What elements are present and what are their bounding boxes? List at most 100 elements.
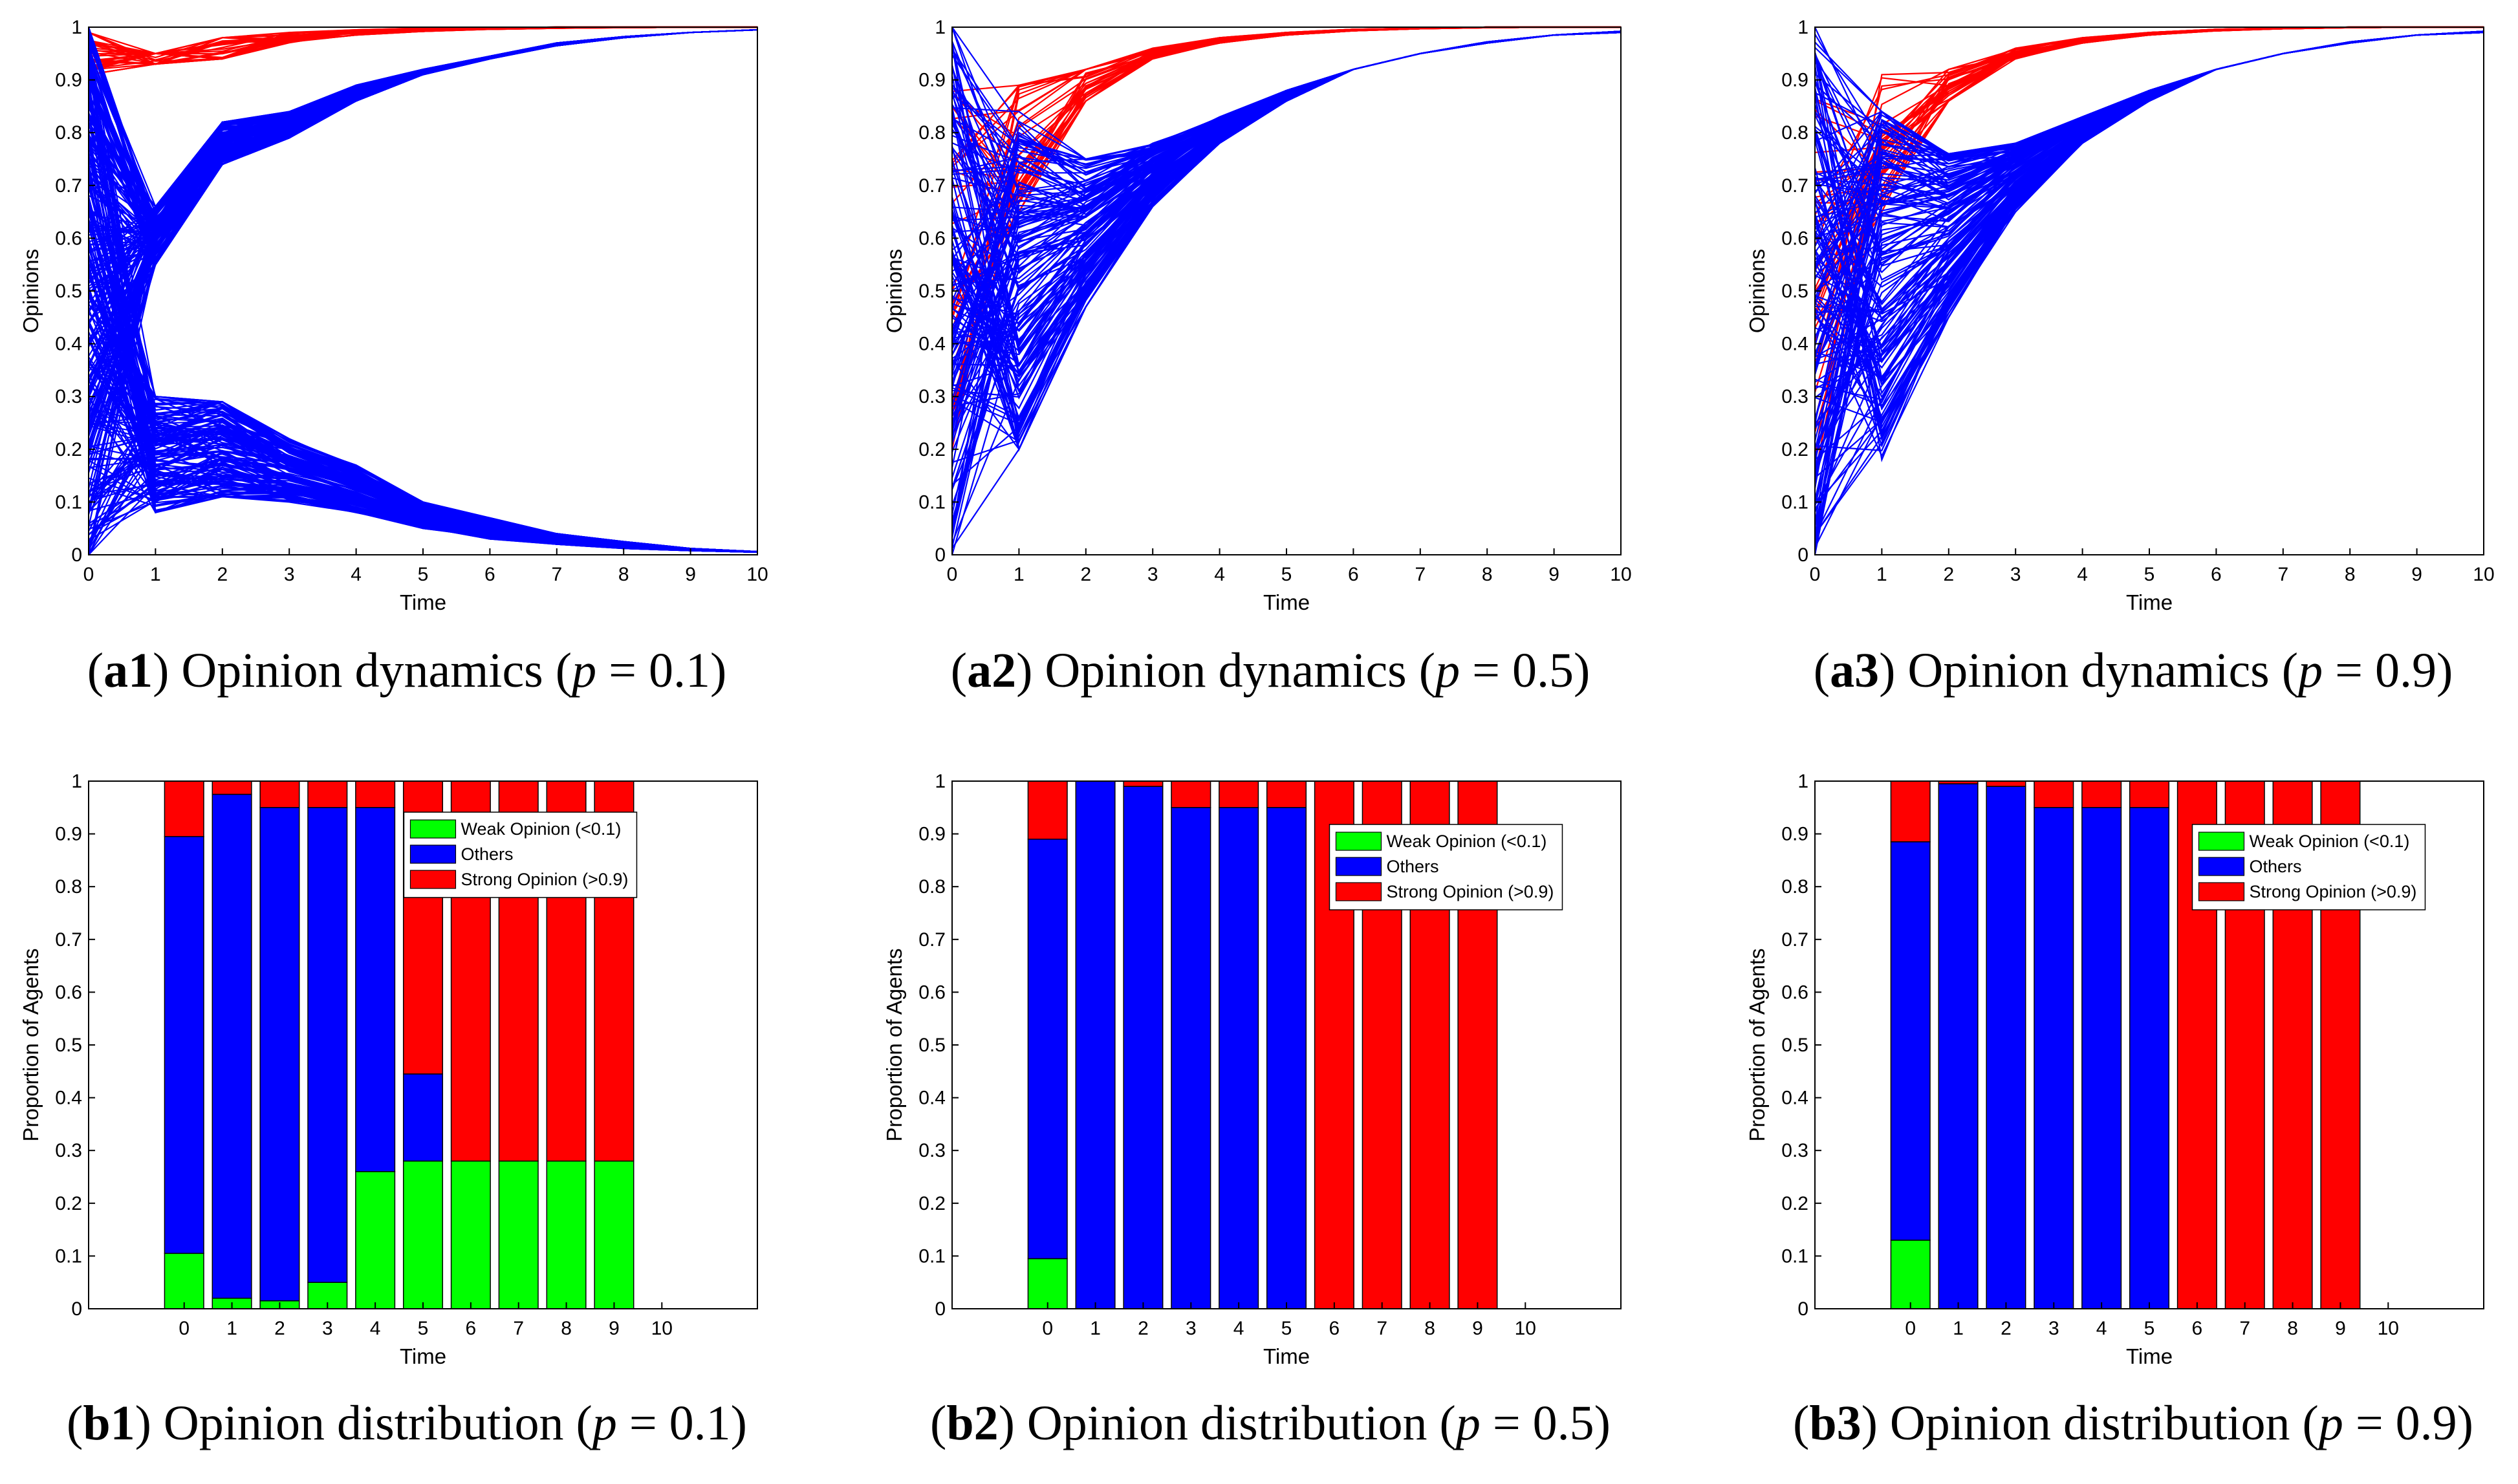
- y-tick-label: 0.9: [55, 70, 82, 91]
- y-tick-label: 0.3: [1781, 1140, 1808, 1161]
- trajectory-line: [87, 29, 758, 444]
- y-tick-label: 0.4: [55, 334, 82, 355]
- bar-segment-strong: [355, 780, 396, 808]
- trajectory-line: [87, 29, 758, 266]
- trajectory-line: [1814, 32, 2484, 506]
- y-tick-label: 0.1: [918, 491, 946, 513]
- trajectory-line: [88, 29, 758, 261]
- y-axis-label: Opinions: [882, 249, 906, 333]
- trajectory-line: [88, 29, 758, 252]
- y-tick-label: 0.9: [55, 824, 82, 845]
- trajectory-line: [87, 178, 758, 553]
- x-tick-label: 0: [1905, 1318, 1916, 1339]
- y-tick-label: 0.7: [55, 929, 82, 951]
- y-tick-label: 0.8: [1781, 122, 1808, 144]
- trajectory-line: [951, 32, 1622, 292]
- legend-label: Weak Opinion (<0.1): [2249, 832, 2409, 851]
- trajectory-line: [88, 29, 758, 251]
- trajectory-line: [87, 29, 758, 421]
- y-axis-label: Proportion of Agents: [1745, 948, 1769, 1141]
- y-tick-label: 0.7: [1781, 929, 1808, 951]
- trajectory-line: [951, 27, 1622, 192]
- x-tick-label: 4: [1214, 564, 1225, 585]
- legend-swatch-weak: [1335, 832, 1382, 851]
- trajectory-line: [951, 32, 1622, 515]
- trajectory-line: [88, 29, 758, 263]
- panel-caption: (b2) Opinion distribution (p = 0.5): [930, 1396, 1611, 1450]
- y-tick-label: 0.5: [1781, 1035, 1808, 1056]
- y-tick-label: 1: [71, 771, 82, 792]
- y-tick-label: 0.4: [55, 1088, 82, 1109]
- bar-chart-b2: 00.10.20.30.40.50.60.70.80.910 1 2 3 4 5 6 7 8 9 1…: [882, 771, 1622, 1368]
- caption-open-paren: (: [951, 643, 967, 698]
- bar-segment-strong: [1027, 780, 1068, 840]
- y-tick-label: 0.4: [1781, 1088, 1808, 1109]
- x-tick-label: 6: [2211, 564, 2222, 585]
- x-tick-label: 8: [2287, 1318, 2298, 1339]
- y-tick-label: 0.3: [1781, 386, 1808, 407]
- x-tick-label: 9: [609, 1318, 620, 1339]
- trajectory-line: [1814, 32, 2484, 303]
- bar-segment-weak: [164, 1253, 204, 1309]
- bar-segment-strong: [1123, 780, 1164, 787]
- caption-open-paren: (: [1793, 1396, 1809, 1450]
- trajectory-line: [951, 32, 1622, 539]
- trajectory-line: [87, 29, 758, 418]
- x-tick-label: 10: [2473, 564, 2494, 585]
- y-tick-label: 0.2: [55, 439, 82, 460]
- legend-label: Strong Opinion (>0.9): [2249, 882, 2416, 901]
- legend-swatch-weak: [2198, 832, 2245, 851]
- bar-segment-strong: [1986, 780, 2026, 787]
- trajectory-line: [88, 29, 758, 253]
- y-axis-label: Opinions: [19, 249, 43, 333]
- bar-segment-weak: [450, 1160, 491, 1309]
- legend: Weak Opinion (<0.1) Others Strong Opinion …: [2191, 824, 2426, 910]
- x-tick-label: 1: [1876, 564, 1887, 585]
- x-tick-label: 2: [1138, 1318, 1149, 1339]
- trajectory-line: [88, 29, 758, 208]
- legend: Weak Opinion (<0.1) Others Strong Opinion …: [1329, 824, 1563, 910]
- bar-segment-others: [1890, 841, 1931, 1241]
- bar-segment-others: [307, 807, 348, 1283]
- x-tick-label: 1: [1014, 564, 1025, 585]
- legend-label: Others: [1386, 857, 1438, 876]
- y-tick-label: 0.7: [918, 175, 946, 197]
- trajectory-line: [951, 30, 1622, 521]
- legend-label: Others: [461, 844, 513, 864]
- x-tick-label: 3: [322, 1318, 333, 1339]
- trajectory-line: [87, 29, 758, 266]
- series-lower-cluster-agents: [87, 38, 758, 555]
- x-tick-label: 4: [351, 564, 362, 585]
- x-axis-label: Time: [400, 1344, 446, 1368]
- bar-segment-others: [402, 1073, 444, 1162]
- legend-swatch-strong: [409, 870, 457, 889]
- x-tick-label: 0: [179, 1318, 190, 1339]
- trajectory-line: [1814, 32, 2484, 314]
- legend-swatch-others: [2198, 857, 2245, 876]
- bar-segment-others: [355, 807, 396, 1172]
- y-tick-label: 0.9: [1781, 70, 1808, 91]
- x-tick-label: 0: [947, 564, 958, 585]
- x-tick-label: 2: [274, 1318, 285, 1339]
- y-tick-label: 1: [71, 17, 82, 38]
- x-tick-label: 5: [418, 564, 429, 585]
- bar-segment-others: [2034, 807, 2074, 1309]
- x-tick-label: 7: [551, 564, 562, 585]
- caption-text: ) Opinion dynamics (: [1879, 643, 2298, 698]
- x-tick-label: 1: [150, 564, 161, 585]
- y-tick-label: 0.6: [55, 982, 82, 1003]
- y-tick-label: 0: [935, 544, 946, 566]
- y-tick-label: 0.2: [55, 1193, 82, 1214]
- x-tick-label: 2: [1943, 564, 1954, 585]
- x-tick-label: 9: [1472, 1318, 1483, 1339]
- series-all-other-agents: [951, 27, 1622, 555]
- x-tick-label: 6: [2192, 1318, 2203, 1339]
- trajectory-line: [1814, 30, 2484, 507]
- x-tick-label: 7: [1415, 564, 1426, 585]
- y-tick-label: 0.4: [1781, 334, 1808, 355]
- trajectory-line: [88, 29, 758, 262]
- trajectory-line: [87, 29, 758, 266]
- trajectory-line: [87, 29, 758, 453]
- y-tick-label: 0.5: [918, 1035, 946, 1056]
- y-tick-label: 0.6: [1781, 228, 1808, 249]
